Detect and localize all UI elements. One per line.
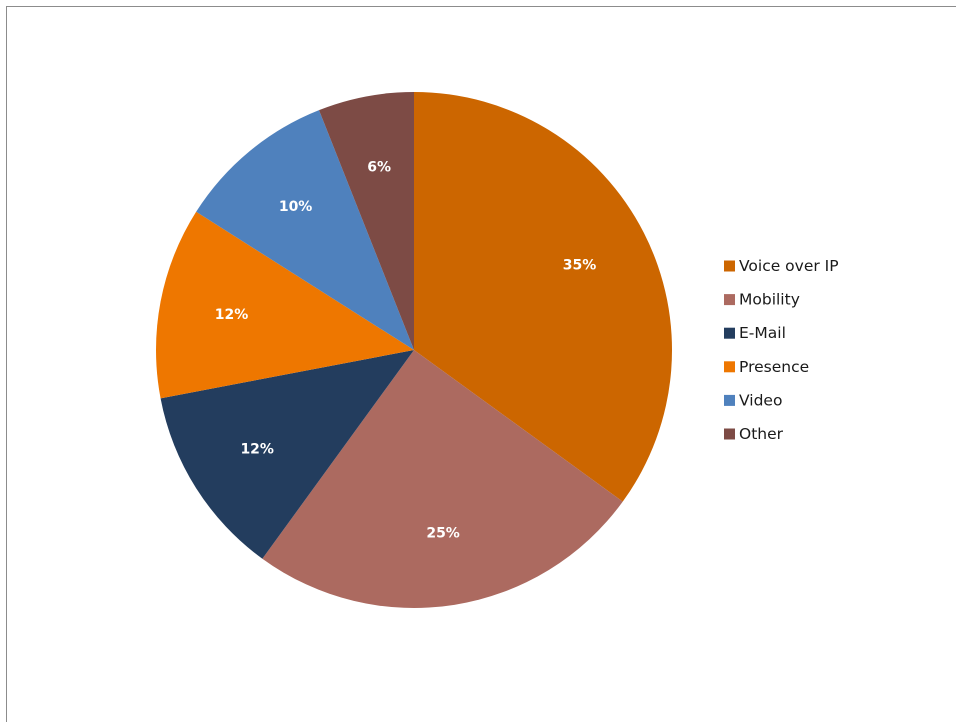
legend-label-video: Video — [739, 391, 782, 409]
legend-label-voice-over-ip: Voice over IP — [739, 257, 839, 275]
pie-slice-other — [319, 92, 414, 350]
legend-swatch-mobility — [724, 294, 735, 306]
legend-swatch-other — [724, 428, 735, 440]
legend-label-e-mail: E-Mail — [739, 324, 786, 342]
pie-slice-mobility — [262, 350, 623, 609]
legend-swatch-presence — [724, 361, 735, 373]
legend-label-mobility: Mobility — [739, 291, 800, 309]
slice-label-voice-over-ip: 35% — [563, 258, 597, 274]
pie-slices — [156, 91, 673, 609]
pie-slice-presence — [156, 211, 415, 399]
pie-slice-e-mail — [160, 350, 414, 559]
slice-label-presence: 12% — [215, 307, 249, 323]
legend-swatch-voice-over-ip — [724, 260, 735, 272]
legend-swatch-video — [724, 394, 735, 406]
legend: Voice over IP Mobility E-Mail Presence Video… — [724, 257, 839, 443]
slice-labels: 35% 25% 12% 12% 10% 6% — [215, 160, 597, 542]
legend-swatch-e-mail — [724, 327, 735, 339]
slice-label-video: 10% — [279, 199, 313, 215]
pie-slice-voice-over-ip — [414, 91, 673, 502]
slice-label-e-mail: 12% — [240, 442, 274, 458]
slice-label-other: 6% — [367, 160, 391, 176]
pie-slice-video — [196, 110, 414, 351]
legend-label-presence: Presence — [739, 358, 809, 376]
slice-label-mobility: 25% — [426, 526, 460, 542]
legend-label-other: Other — [739, 425, 784, 443]
